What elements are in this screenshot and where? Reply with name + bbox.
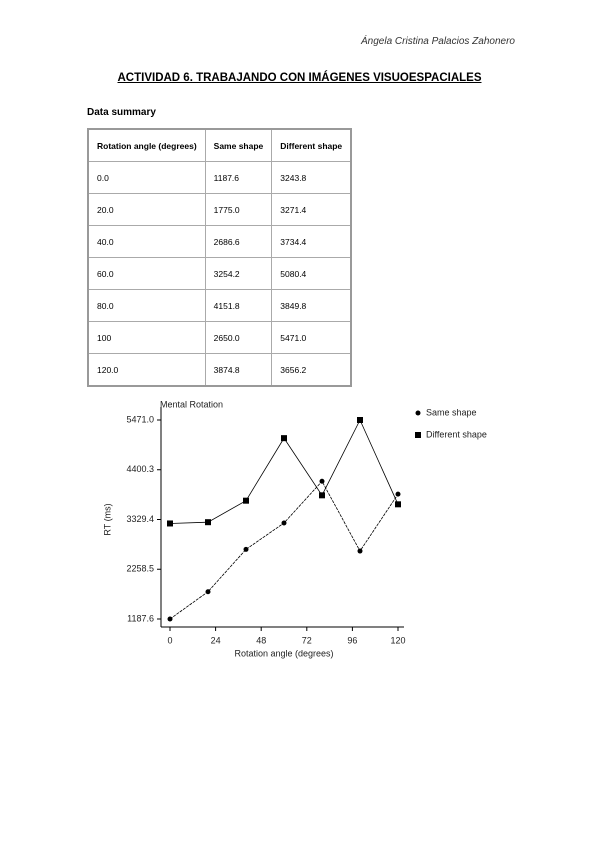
x-tick-label: 24 [211,635,221,645]
marker [395,501,401,508]
doc-title: ACTIVIDAD 6. TRABAJANDO CON IMÁGENES VIS… [117,72,482,84]
cell: 3874.8 [204,353,273,387]
marker [281,520,287,526]
table-row: 120.0 3874.8 3656.2 [87,353,352,387]
header-row: Rotation angle (degrees) Same shape Differ… [87,128,352,162]
legend-marker [415,410,421,416]
table-row: 100 2650.0 5471.0 [87,321,352,354]
cell: Different shape [271,128,352,162]
marker [167,616,173,622]
x-tick-label: 72 [302,635,312,645]
y-tick-label: 1187.6 [127,613,154,623]
x-axis-label: Rotation angle (degrees) [234,648,333,658]
y-tick-label: 3329.4 [126,514,154,524]
y-tick-label: 4400.3 [126,464,154,474]
chart: Mental Rotation 1187.6 2258.5 3329.4 4400.3 5… [102,399,487,658]
section-title: Data summary [87,107,156,118]
legend-label: Same shape [426,407,477,417]
marker [395,491,401,497]
legend-label: Different shape [426,429,487,439]
cell: 0.0 [87,161,206,194]
x-tick-label: 96 [347,635,357,645]
cell: 3254.2 [204,257,273,290]
cell: 1187.6 [204,161,273,194]
cell: 2686.6 [204,225,273,258]
y-axis-label: RT (ms) [102,503,112,535]
cell: 3271.4 [271,193,352,226]
y-tick-label: 5471.0 [126,414,154,424]
marker [319,478,325,484]
cell: Rotation angle (degrees) [87,128,206,162]
marker [243,497,249,504]
x-tick-label: 0 [167,635,172,645]
marker [205,589,211,595]
cell: Same shape [204,128,273,162]
cell: 2650.0 [204,321,273,354]
table-row: 40.0 2686.6 3734.4 [87,225,352,258]
y-tick-label: 2258.5 [126,564,154,574]
marker [167,520,173,527]
cell: 1775.0 [204,193,273,226]
data-table: Rotation angle (degrees) Same shape Differ… [87,128,353,387]
x-tick-label: 48 [256,635,266,645]
legend-marker [415,432,421,438]
table-row: 60.0 3254.2 5080.4 [87,257,352,290]
author: Ángela Cristina Palacios Zahonero [361,36,515,47]
marker [357,548,363,554]
chart-title: Mental Rotation [160,399,223,409]
cell: 100 [87,321,206,354]
cell: 3656.2 [271,353,352,387]
cell: 5471.0 [271,321,352,354]
table-row: 0.0 1187.6 3243.8 [87,161,352,194]
cell: 40.0 [87,225,206,258]
cell: 60.0 [87,257,206,290]
cell: 120.0 [87,353,206,387]
marker [281,435,287,442]
marker [243,546,249,552]
marker [319,492,325,499]
cell: 20.0 [87,193,206,226]
marker [357,417,363,423]
table-row: 80.0 4151.8 3849.8 [87,289,352,322]
cell: 3734.4 [271,225,352,258]
x-tick-label: 120 [390,635,405,645]
series-line [169,480,399,620]
marker [205,519,211,526]
cell: 3243.8 [271,161,352,194]
cell: 4151.8 [204,289,273,322]
cell: 3849.8 [271,289,352,322]
cell: 5080.4 [271,257,352,290]
cell: 80.0 [87,289,206,322]
table-row: 20.0 1775.0 3271.4 [87,193,352,226]
